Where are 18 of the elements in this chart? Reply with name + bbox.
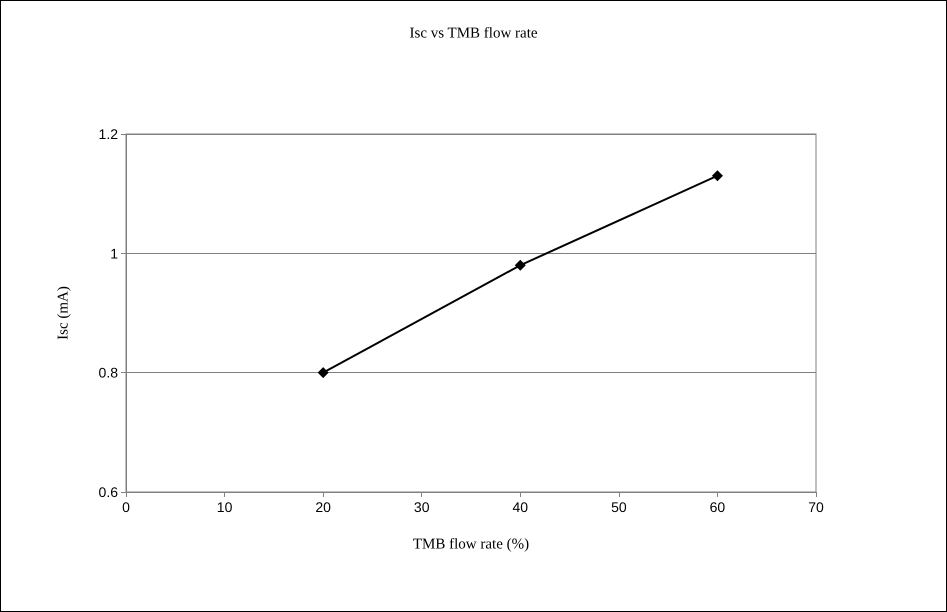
- point: [318, 367, 329, 378]
- chart-title: Isc vs TMB flow rate: [409, 26, 538, 42]
- x-tick-label: 20: [315, 499, 332, 515]
- x-axis-title: TMB flow rate (%): [412, 536, 530, 552]
- x-tick-label: 0: [122, 499, 130, 515]
- y-tick-label: 0.8: [98, 364, 118, 381]
- x-tick-label: 60: [710, 499, 726, 515]
- x-tick-label: 50: [611, 499, 627, 515]
- point: [514, 260, 526, 271]
- x-tick-label: 70: [808, 499, 824, 515]
- y-axis-title: Isc (mA): [56, 286, 72, 340]
- x-tick-label: 30: [414, 499, 430, 515]
- y-tick-label: 0.6: [98, 484, 118, 500]
- point: [712, 170, 723, 182]
- x-tick-label: 40: [512, 499, 528, 515]
- y-tick-label: 1: [110, 245, 118, 262]
- y-tick-label: 1.2: [98, 126, 118, 142]
- x-tick-label: 10: [216, 499, 233, 515]
